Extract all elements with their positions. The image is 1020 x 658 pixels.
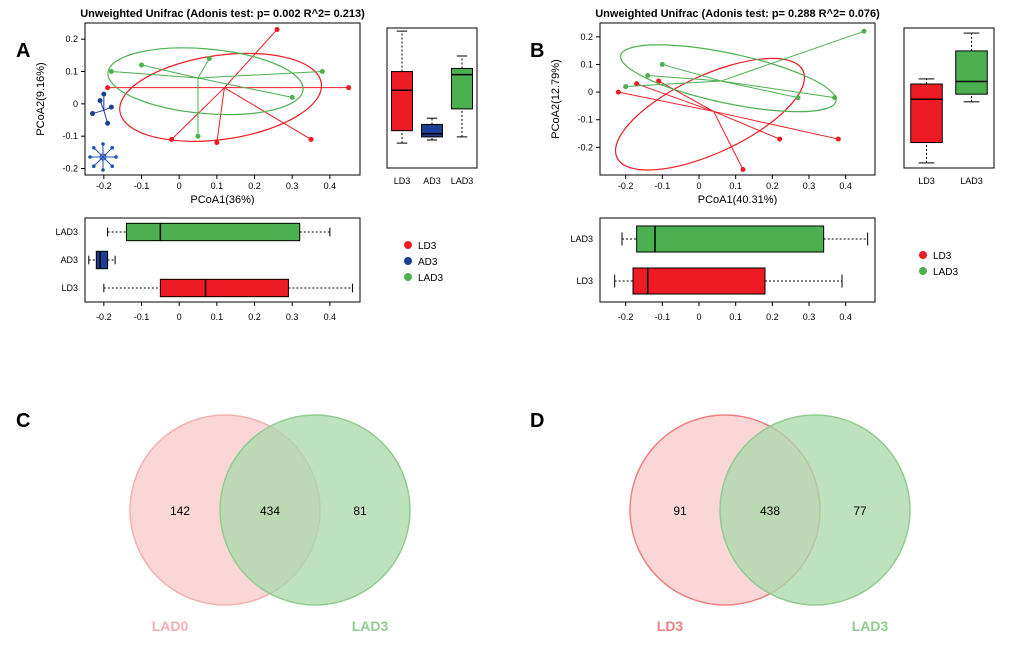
svg-text:LAD3: LAD3 [55,227,78,237]
svg-text:LD3: LD3 [394,176,411,186]
svg-text:0.2: 0.2 [248,312,261,322]
svg-text:LAD3: LAD3 [852,618,889,634]
svg-text:AD3: AD3 [423,176,441,186]
svg-text:-0.1: -0.1 [134,312,150,322]
svg-text:-0.1: -0.1 [134,181,150,191]
svg-text:0.2: 0.2 [766,181,779,191]
svg-text:0.2: 0.2 [766,312,779,322]
svg-text:-0.2: -0.2 [577,142,593,152]
svg-text:0: 0 [696,181,701,191]
panel-b-pcoa: -0.2 -0.1 0 0.1 0.2 0.3 0.4 -0.2 -0.1 0 0.1 0.2 Unwe… [545,5,885,205]
svg-text:-0.2: -0.2 [96,181,112,191]
panel-b-label: B [530,40,544,63]
svg-text:-0.2: -0.2 [62,164,78,174]
svg-text:0: 0 [177,181,182,191]
svg-text:0: 0 [588,87,593,97]
svg-text:0.3: 0.3 [286,181,299,191]
svg-text:LD3: LD3 [576,276,593,286]
svg-text:LD3: LD3 [933,251,952,262]
panel-a-label: A [16,40,30,63]
svg-text:0.4: 0.4 [324,181,337,191]
svg-text:77: 77 [853,504,867,518]
svg-text:0.4: 0.4 [324,312,337,322]
svg-text:-0.2: -0.2 [618,181,634,191]
svg-text:0.1: 0.1 [729,181,742,191]
svg-text:0.1: 0.1 [580,59,593,69]
svg-text:0.3: 0.3 [803,312,816,322]
svg-text:PCoA2(9.16%): PCoA2(9.16%) [35,62,47,135]
svg-text:0.3: 0.3 [286,312,299,322]
panel-b-box-y: LD3 LAD3 [892,20,1002,190]
svg-text:0.2: 0.2 [65,34,78,44]
svg-text:438: 438 [760,504,780,518]
svg-text:-0.1: -0.1 [655,181,671,191]
panel-a-box-y: LD3 AD3 LAD3 [375,20,485,190]
svg-text:0.2: 0.2 [248,181,261,191]
svg-text:-0.2: -0.2 [618,312,634,322]
panel-c-label: C [16,410,30,433]
svg-text:LAD3: LAD3 [451,176,474,186]
svg-text:0: 0 [73,99,78,109]
svg-text:0.4: 0.4 [839,181,852,191]
svg-text:142: 142 [170,504,190,518]
svg-text:PCoA1(40.31%): PCoA1(40.31%) [698,194,778,205]
panel-a-pcoa: -0.2 -0.1 0 0.1 0.2 0.3 0.4 -0.2 -0.1 0 0.1 0.2 Unwe… [30,5,370,205]
svg-text:0.1: 0.1 [211,181,224,191]
svg-text:0.2: 0.2 [580,32,593,42]
panel-a-legend: LD3 AD3 LAD3 [400,235,490,295]
svg-text:AD3: AD3 [418,257,438,268]
svg-text:PCoA2(12.79%): PCoA2(12.79%) [550,59,562,139]
svg-text:0.4: 0.4 [839,312,852,322]
svg-text:0.3: 0.3 [803,181,816,191]
panel-b-box-x: LAD3LD3-0.2-0.100.10.20.30.4PCoA1(40.31%… [545,210,885,330]
svg-text:LD3: LD3 [918,176,935,186]
panel-a-box-x: LAD3AD3LD3-0.2-0.100.10.20.30.4PCoA1(36%… [30,210,370,330]
svg-text:LAD3: LAD3 [933,267,958,278]
svg-text:-0.1: -0.1 [577,115,593,125]
svg-text:LD3: LD3 [418,241,437,252]
svg-text:LAD3: LAD3 [960,176,983,186]
panel-b-legend: LD3 LAD3 [915,245,1005,295]
svg-text:81: 81 [353,504,367,518]
svg-text:0: 0 [177,312,182,322]
svg-text:AD3: AD3 [60,255,78,265]
svg-text:Unweighted Unifrac (Adonis tes: Unweighted Unifrac (Adonis test: p= 0.00… [80,8,365,20]
svg-text:-0.2: -0.2 [96,312,112,322]
svg-text:434: 434 [260,504,280,518]
svg-text:91: 91 [673,504,687,518]
panel-c-venn: 142 434 81 LAD0 LAD3 [70,380,470,650]
svg-text:LD3: LD3 [61,283,78,293]
svg-text:LAD3: LAD3 [418,273,443,284]
svg-text:Unweighted Unifrac (Adonis tes: Unweighted Unifrac (Adonis test: p= 0.28… [595,8,880,20]
svg-text:LAD0: LAD0 [152,618,189,634]
panel-d-venn: 91 438 77 LD3 LAD3 [570,380,970,650]
svg-text:LD3: LD3 [657,618,684,634]
svg-text:LAD3: LAD3 [352,618,389,634]
svg-text:-0.1: -0.1 [62,131,78,141]
svg-text:0.1: 0.1 [65,67,78,77]
svg-text:LAD3: LAD3 [570,234,593,244]
svg-text:0: 0 [696,312,701,322]
svg-text:0.1: 0.1 [211,312,224,322]
svg-text:-0.1: -0.1 [655,312,671,322]
panel-d-label: D [530,410,544,433]
svg-text:0.1: 0.1 [729,312,742,322]
svg-text:PCoA1(36%): PCoA1(36%) [190,194,254,205]
